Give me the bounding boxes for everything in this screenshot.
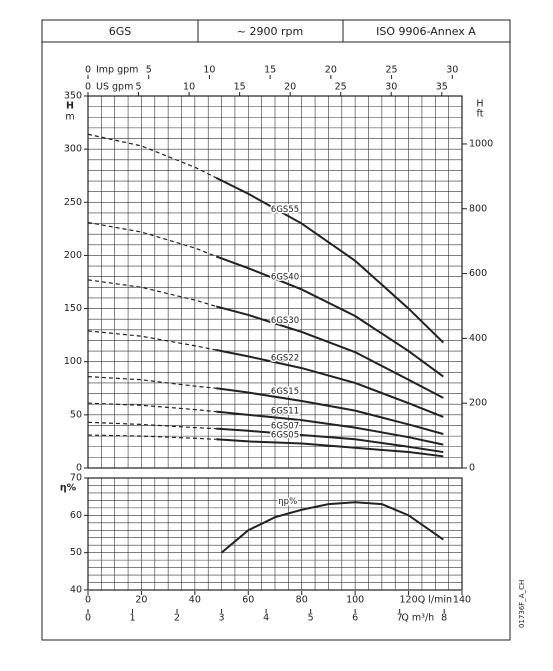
- x-tick-label: 10: [183, 82, 195, 93]
- x-tick-label: 100: [346, 595, 364, 606]
- curve: [87, 434, 217, 440]
- y2-tick-label: 600: [469, 268, 487, 279]
- y-axis-unit: m: [65, 112, 74, 123]
- y2-tick-label: 200: [469, 398, 487, 409]
- x-tick-label: 80: [296, 595, 308, 606]
- curve: [216, 410, 444, 446]
- x-tick-label: 35: [436, 82, 448, 93]
- curve: [87, 330, 217, 351]
- x-tick-label: 1: [130, 613, 136, 624]
- x-tick-label: 25: [335, 82, 347, 93]
- x-tick-label: 25: [386, 65, 398, 76]
- curve: [87, 133, 217, 179]
- curve-label: 6GS55: [271, 205, 299, 215]
- x-tick-label: 8: [441, 613, 447, 624]
- y2-tick-label: 800: [469, 203, 487, 214]
- y2-axis-unit: ft: [477, 109, 484, 120]
- x-tick-label: 2: [174, 613, 180, 624]
- x-tick-label: 0: [85, 595, 91, 606]
- curve-label: 6GS07: [271, 422, 299, 432]
- x-tick-label: 5: [308, 613, 314, 624]
- x-axis-label: US gpm: [96, 82, 133, 93]
- y-tick-label: 50: [70, 547, 82, 558]
- y-tick-label: 0: [76, 463, 82, 474]
- curve-label: 6GS22: [271, 353, 299, 363]
- curve: [87, 402, 217, 413]
- header-cell: ISO 9906-Annex A: [376, 25, 476, 38]
- frame: [41, 19, 511, 641]
- y-tick-label: 150: [64, 303, 82, 314]
- x-tick-label: 30: [446, 65, 458, 76]
- x-tick-label: 15: [264, 65, 276, 76]
- curve-label: 6GS15: [271, 387, 299, 397]
- x-tick-label: 7: [397, 613, 403, 624]
- x-tick-label: 20: [284, 82, 296, 93]
- x-tick-label: 0: [85, 613, 91, 624]
- x-axis-label: Q l/min: [418, 595, 452, 606]
- y-tick-label: 300: [64, 144, 82, 155]
- y-tick-label: 70: [70, 473, 82, 484]
- y-axis-label: H: [66, 101, 74, 112]
- doc-code: 01736F_A_CH: [518, 580, 526, 628]
- x-tick-label: 0: [85, 65, 91, 76]
- x-axis-label: Q m³/h: [401, 613, 434, 624]
- x-tick-label: 60: [242, 595, 254, 606]
- curve: [216, 427, 444, 454]
- curve: [220, 501, 444, 554]
- x-axis-label: Imp gpm: [96, 65, 138, 76]
- y-tick-label: 250: [64, 197, 82, 208]
- y-tick-label: 200: [64, 250, 82, 261]
- curve-label: 6GS05: [271, 431, 299, 441]
- x-tick-label: 10: [203, 65, 215, 76]
- y2-axis-label: H: [476, 99, 483, 110]
- y-tick-label: 350: [64, 91, 82, 102]
- x-tick-label: 5: [136, 82, 142, 93]
- curve: [87, 421, 217, 430]
- x-tick-label: 20: [135, 595, 147, 606]
- x-tick-label: 40: [189, 595, 201, 606]
- x-tick-label: 15: [234, 82, 246, 93]
- y-tick-label: 100: [64, 356, 82, 367]
- x-tick-label: 30: [385, 82, 397, 93]
- header-cell: 6GS: [109, 25, 132, 38]
- y-tick-label: 50: [70, 409, 82, 420]
- header-cell: ~ 2900 rpm: [237, 25, 303, 38]
- curve: [216, 349, 444, 418]
- y2-tick-label: 0: [469, 463, 475, 474]
- y2-tick-label: 400: [469, 333, 487, 344]
- curve: [215, 255, 444, 378]
- curve: [87, 375, 217, 389]
- x-tick-label: 120: [400, 595, 418, 606]
- x-tick-label: 0: [85, 82, 91, 93]
- x-tick-label: 3: [219, 613, 225, 624]
- curve-label: 6GS11: [271, 407, 299, 417]
- y2-tick-label: 1000: [469, 138, 493, 149]
- y-axis-label: η%: [60, 483, 77, 494]
- curve-label: ηp%: [278, 497, 297, 507]
- curve: [215, 176, 444, 344]
- x-tick-label: 4: [263, 613, 269, 624]
- curve-label: 6GS40: [271, 273, 299, 283]
- curve: [87, 279, 217, 308]
- x-tick-label: 140: [453, 595, 471, 606]
- y-tick-label: 60: [70, 510, 82, 521]
- curve: [215, 305, 444, 399]
- plot-border: [87, 95, 463, 469]
- curve: [216, 387, 444, 435]
- plot-border: [87, 477, 463, 591]
- y-tick-label: 40: [70, 585, 82, 596]
- x-tick-label: 6: [352, 613, 358, 624]
- x-tick-label: 5: [146, 65, 152, 76]
- curve: [216, 438, 444, 458]
- x-tick-label: 20: [325, 65, 337, 76]
- curve-label: 6GS30: [271, 316, 299, 326]
- curve: [87, 221, 217, 258]
